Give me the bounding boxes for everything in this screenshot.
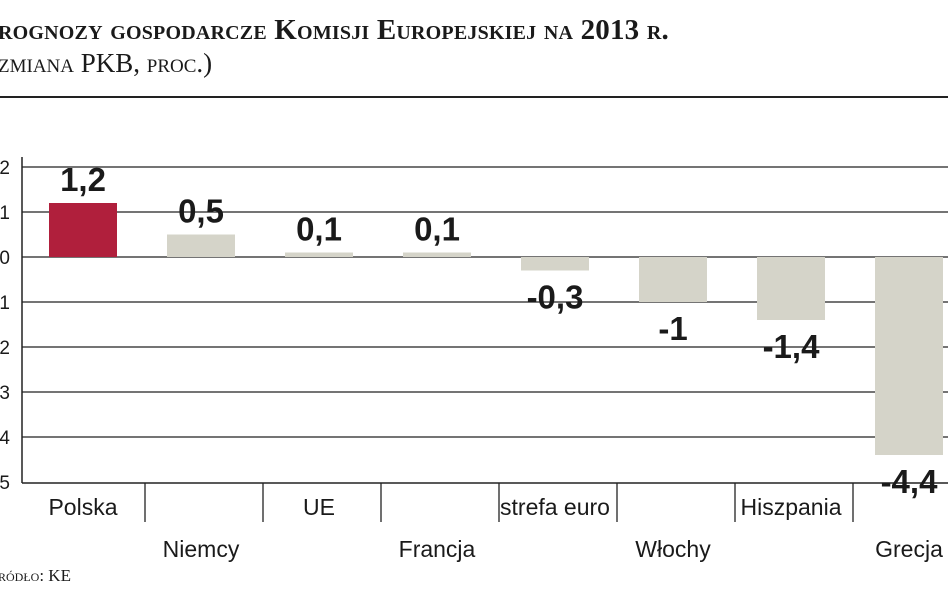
category-label: UE — [303, 494, 335, 520]
y-tick-label: 2 — [0, 158, 10, 179]
data-label: 0,5 — [178, 193, 224, 230]
y-tick-label: 1 — [0, 293, 10, 314]
category-label: Francja — [399, 536, 476, 562]
category-label: Hiszpania — [741, 494, 842, 520]
y-tick-label: 5 — [0, 473, 10, 494]
data-label: -4,4 — [881, 463, 939, 500]
data-label: -1 — [658, 310, 687, 347]
bar — [875, 257, 943, 455]
data-label: 1,2 — [60, 161, 106, 198]
bar — [285, 252, 353, 257]
bar — [403, 252, 471, 257]
bar — [167, 234, 235, 257]
chart-subtitle: zmiana PKB, proc.) — [0, 48, 213, 78]
bar — [757, 257, 825, 320]
data-label: -0,3 — [527, 279, 584, 316]
y-tick-label: 3 — [0, 383, 10, 404]
category-label: Włochy — [635, 536, 711, 562]
y-tick-label: 2 — [0, 338, 10, 359]
y-tick-label: 0 — [0, 248, 10, 269]
data-label: 0,1 — [296, 211, 342, 248]
bar — [49, 203, 117, 257]
source-note: ródło: KE — [0, 566, 71, 585]
category-label: Grecja — [875, 536, 943, 562]
y-tick-label: 1 — [0, 203, 10, 224]
data-label: -1,4 — [763, 328, 821, 365]
category-label: Polska — [48, 494, 117, 520]
chart-title: rognozy gospodarcze Komisji Europejskiej… — [0, 14, 669, 46]
category-label: strefa euro — [500, 494, 610, 520]
y-tick-label: 4 — [0, 428, 10, 449]
bar — [639, 257, 707, 302]
bar — [521, 257, 589, 271]
data-label: 0,1 — [414, 211, 460, 248]
category-label: Niemcy — [163, 536, 240, 562]
